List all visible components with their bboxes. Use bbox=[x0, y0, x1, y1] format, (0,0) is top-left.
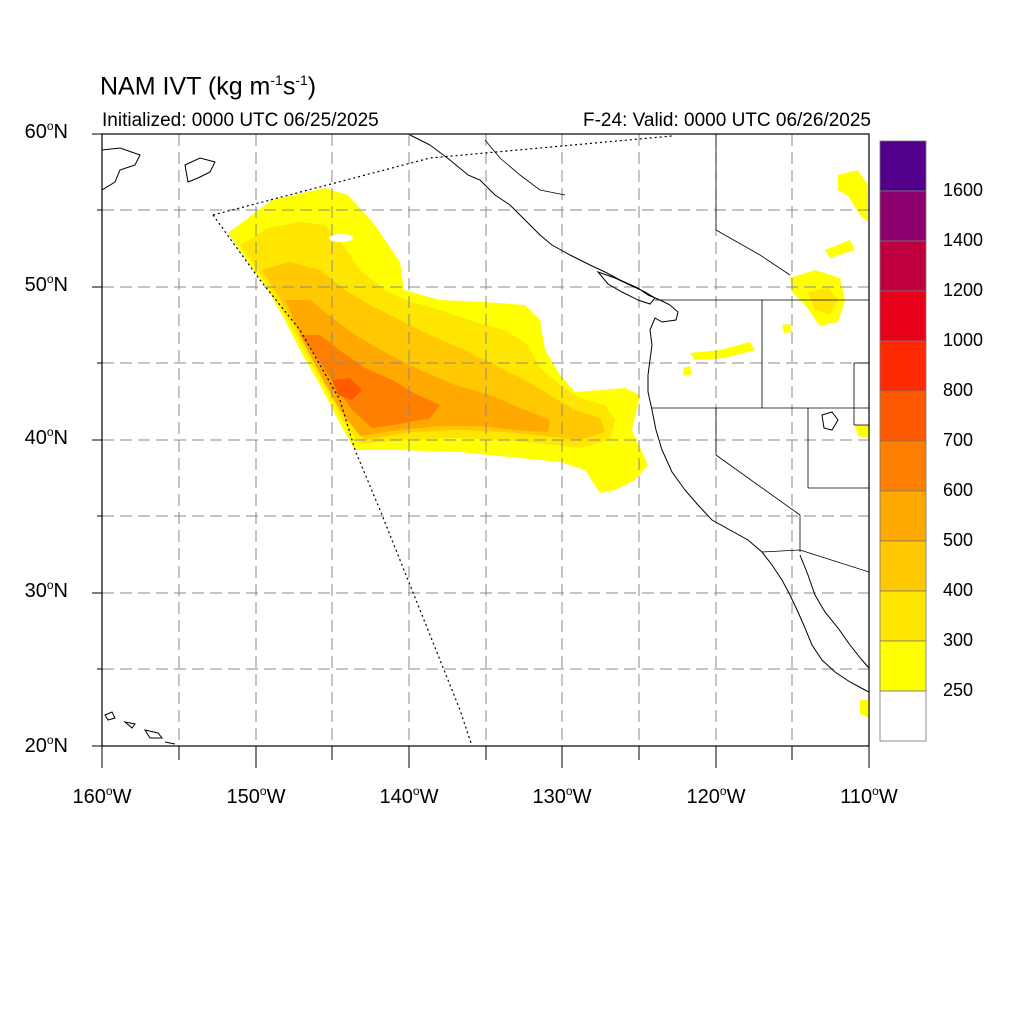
lon-label: 120oW bbox=[686, 784, 746, 808]
axis-ticks bbox=[92, 133, 870, 768]
colorbar-label: 600 bbox=[943, 480, 974, 500]
colorbar-swatch bbox=[879, 340, 927, 392]
colorbar-swatch bbox=[879, 440, 927, 492]
ivt-inland-patch bbox=[825, 240, 855, 258]
borders bbox=[484, 134, 869, 573]
valid-time-label: F-24: Valid: 0000 UTC 06/26/2025 bbox=[583, 110, 871, 131]
colorbar-label: 400 bbox=[943, 580, 974, 600]
ivt-hole bbox=[329, 234, 353, 242]
ivt-inland-patch bbox=[860, 700, 869, 718]
vancouver-island bbox=[596, 270, 656, 305]
ivt-inland-patch bbox=[855, 425, 869, 438]
lat-label: 40oN bbox=[24, 425, 68, 449]
lake bbox=[821, 411, 839, 431]
colorbar-swatch bbox=[879, 490, 927, 542]
colorbar-label: 700 bbox=[943, 430, 974, 450]
ivt-inland-patch bbox=[690, 342, 755, 360]
colorbar-swatch bbox=[879, 240, 927, 292]
colorbar-label: 800 bbox=[943, 380, 974, 400]
lon-label: 160oW bbox=[72, 784, 132, 808]
ivt-inland-patch bbox=[683, 366, 692, 376]
ivt-inland-patch bbox=[838, 170, 868, 222]
colorbar-swatch bbox=[879, 390, 927, 442]
colorbar-swatch bbox=[879, 690, 927, 742]
lat-label: 30oN bbox=[24, 578, 68, 602]
coastlines bbox=[102, 134, 869, 745]
baja-coast bbox=[804, 627, 869, 693]
init-time-label: Initialized: 0000 UTC 06/25/2025 bbox=[102, 110, 379, 131]
lat-label: 60oN bbox=[24, 119, 68, 143]
colorbar-label: 250 bbox=[943, 680, 974, 700]
colorbar-label: 500 bbox=[943, 530, 974, 550]
colorbar-swatch bbox=[879, 290, 927, 342]
ivt-inland-patch bbox=[808, 288, 838, 315]
lon-label: 140oW bbox=[379, 784, 439, 808]
lon-label: 130oW bbox=[532, 784, 592, 808]
colorbar-label: 300 bbox=[943, 630, 974, 650]
gulf-coast bbox=[799, 554, 869, 669]
graticule bbox=[102, 134, 869, 746]
alaska-coast bbox=[102, 147, 141, 191]
colorbar-swatch bbox=[879, 590, 927, 642]
colorbar-label: 1200 bbox=[943, 280, 984, 300]
colorbar-swatch bbox=[879, 140, 927, 192]
ivt-contour-600 bbox=[300, 335, 440, 428]
colorbar-label: 1400 bbox=[943, 230, 984, 250]
ivt-inland-patch bbox=[782, 324, 792, 333]
colorbar-swatch bbox=[879, 540, 927, 592]
chart-title: NAM IVT (kg m-1s-1) bbox=[100, 72, 317, 101]
colorbar-label: 1600 bbox=[943, 180, 984, 200]
domain-boundary bbox=[212, 135, 673, 747]
lat-label: 50oN bbox=[24, 272, 68, 296]
lon-label: 150oW bbox=[226, 784, 286, 808]
ivt-field bbox=[228, 170, 869, 718]
lat-label: 20oN bbox=[24, 733, 68, 757]
ivt-contour-700 bbox=[332, 378, 362, 400]
colorbar-swatch bbox=[879, 640, 927, 692]
colorbar-swatch bbox=[879, 190, 927, 242]
lon-label: 110oW bbox=[840, 784, 898, 808]
colorbar bbox=[879, 140, 927, 742]
colorbar-label: 1000 bbox=[943, 330, 984, 350]
panhandle-coast bbox=[409, 134, 806, 629]
kodiak-island bbox=[184, 157, 216, 183]
islands bbox=[104, 711, 176, 745]
